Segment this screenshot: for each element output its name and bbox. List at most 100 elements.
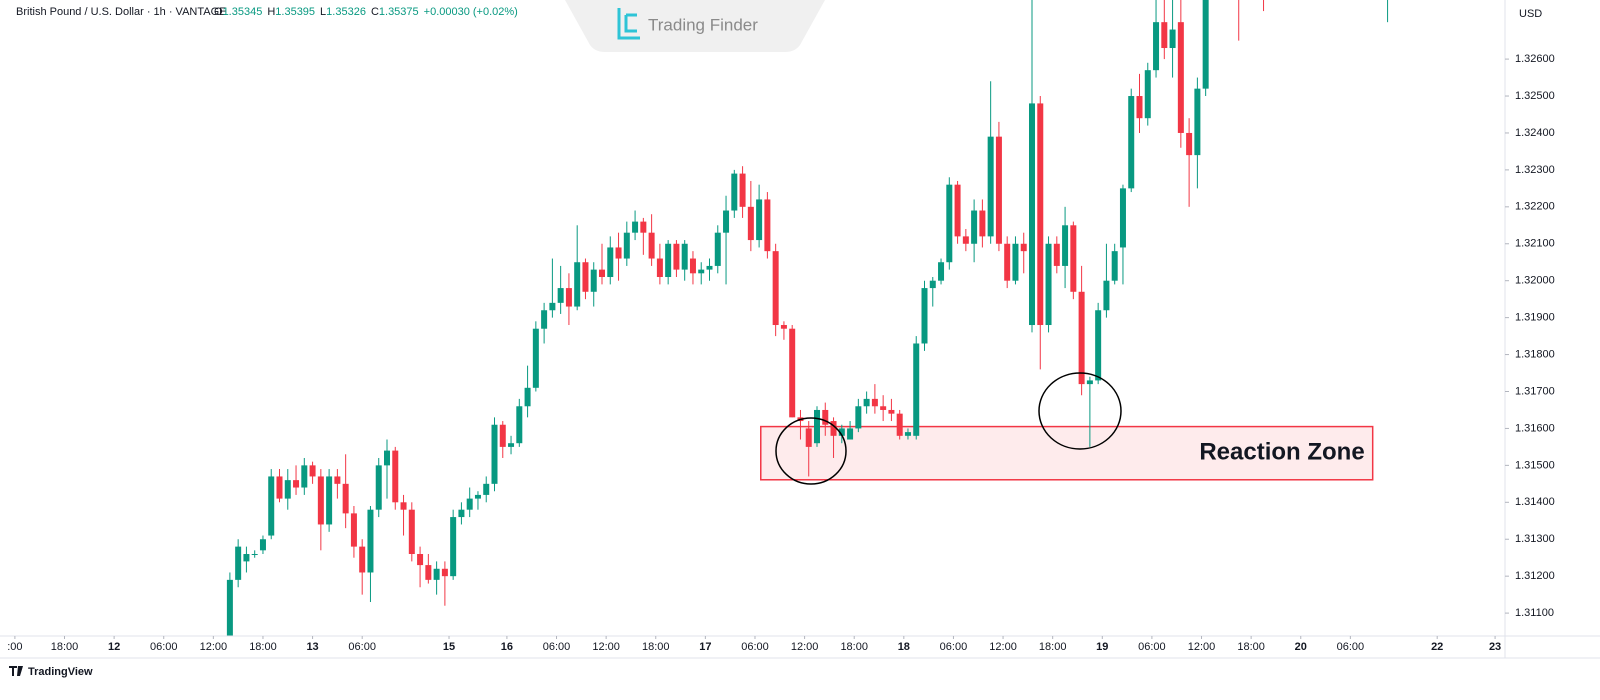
candle-body xyxy=(582,262,589,292)
candle-body xyxy=(293,480,300,488)
candle-body xyxy=(499,424,506,447)
candle-body xyxy=(417,554,424,566)
candle-body xyxy=(1037,103,1044,326)
x-tick-label: 13 xyxy=(306,641,318,653)
x-tick-label: 20 xyxy=(1295,641,1307,653)
candle-body xyxy=(590,269,597,292)
candle-body xyxy=(607,247,614,278)
x-tick-label: 06:00 xyxy=(1337,641,1365,653)
candle-body xyxy=(764,199,771,252)
candle-body xyxy=(1103,280,1110,311)
candle-body xyxy=(334,476,341,484)
candle-body xyxy=(954,184,961,237)
candle-body xyxy=(1169,29,1176,49)
x-tick-label: 18:00 xyxy=(1237,641,1265,653)
y-tick-label: 1.32500 xyxy=(1515,90,1555,102)
candle-body xyxy=(772,251,779,326)
candle-body xyxy=(706,265,713,270)
candle-body xyxy=(541,310,548,329)
candle-body xyxy=(780,325,787,329)
candle-body xyxy=(508,443,515,447)
ohlc-value: 1.35345 xyxy=(223,6,263,18)
x-tick-label: 18 xyxy=(898,641,910,653)
ohlc-label: C xyxy=(371,6,379,18)
candle-body xyxy=(433,568,440,580)
candle-body xyxy=(483,483,490,495)
candle-body xyxy=(632,221,639,233)
candle-body xyxy=(656,258,663,278)
candle-body xyxy=(673,243,680,270)
y-tick-label: 1.31200 xyxy=(1515,570,1555,582)
candle-body xyxy=(235,546,242,580)
candle-body xyxy=(1004,243,1011,281)
ohlc: O1.35345 H1.35395 L1.35326 C1.35375 +0.00030… xyxy=(214,6,518,18)
candle-body xyxy=(995,136,1002,244)
ohlc-value: 1.35395 xyxy=(275,6,315,18)
x-tick-label: 06:00 xyxy=(150,641,178,653)
x-tick-label: 06:00 xyxy=(1138,641,1166,653)
candle-body xyxy=(441,568,448,577)
candle-body xyxy=(847,428,854,440)
candle-body xyxy=(1111,251,1118,281)
candle-body xyxy=(574,262,581,307)
ohlc-value: 1.35326 xyxy=(326,6,366,18)
candle-body xyxy=(226,579,233,636)
candle-body xyxy=(863,398,870,407)
candle-body xyxy=(904,432,911,436)
x-tick-label: 12 xyxy=(108,641,120,653)
candle-body xyxy=(1161,22,1168,49)
x-tick-label: 15 xyxy=(443,641,455,653)
candle-body xyxy=(640,221,647,233)
candle-body xyxy=(1153,22,1160,71)
candle-body xyxy=(268,476,275,536)
x-tick-label: :00 xyxy=(7,641,22,653)
candle-body xyxy=(458,509,465,518)
candle-body xyxy=(1194,88,1201,156)
candle-body xyxy=(805,428,812,447)
x-tick-label: 18:00 xyxy=(1039,641,1067,653)
y-tick-label: 1.31400 xyxy=(1515,496,1555,508)
candle-body xyxy=(756,199,763,241)
footer-brand: TradingView xyxy=(28,666,93,678)
candle-body xyxy=(871,398,878,407)
candle-body xyxy=(1070,225,1077,292)
x-tick-label: 06:00 xyxy=(940,641,968,653)
candle-body xyxy=(623,232,630,259)
candle-body xyxy=(532,328,539,388)
candle-body xyxy=(1144,70,1151,119)
candle-body xyxy=(1177,22,1184,133)
candle-body xyxy=(317,476,324,525)
candle-body xyxy=(408,509,415,555)
x-tick-label: 22 xyxy=(1431,641,1443,653)
tv-logo xyxy=(9,666,23,676)
candle-body xyxy=(1078,291,1085,385)
y-tick-label: 1.32100 xyxy=(1515,238,1555,250)
candle-body xyxy=(1119,188,1126,248)
candle-body xyxy=(731,173,738,211)
candle-body xyxy=(466,498,473,510)
x-tick-label: 06:00 xyxy=(543,641,571,653)
highlight-circle xyxy=(1038,372,1122,450)
ohlc-label: L xyxy=(320,6,326,18)
candle-body xyxy=(789,328,796,418)
candle-body xyxy=(665,243,672,278)
candle-body xyxy=(1045,243,1052,326)
candle-body xyxy=(1186,132,1193,156)
candle-body xyxy=(747,206,754,241)
x-tick-label: 18:00 xyxy=(642,641,670,653)
candle-body xyxy=(375,465,382,510)
x-tick-label: 23 xyxy=(1489,641,1501,653)
y-tick-label: 1.31900 xyxy=(1515,312,1555,324)
candle-body xyxy=(1029,103,1035,326)
candle-body xyxy=(648,232,655,259)
candle-body xyxy=(450,517,457,577)
reaction-zone xyxy=(760,425,1374,481)
highlight-circle xyxy=(775,417,847,485)
x-tick-label: 12:00 xyxy=(791,641,819,653)
candle-body xyxy=(251,554,258,556)
candle-body xyxy=(946,184,953,263)
candle-body xyxy=(698,269,705,274)
candle-body xyxy=(723,210,730,233)
candle-body xyxy=(880,406,887,410)
